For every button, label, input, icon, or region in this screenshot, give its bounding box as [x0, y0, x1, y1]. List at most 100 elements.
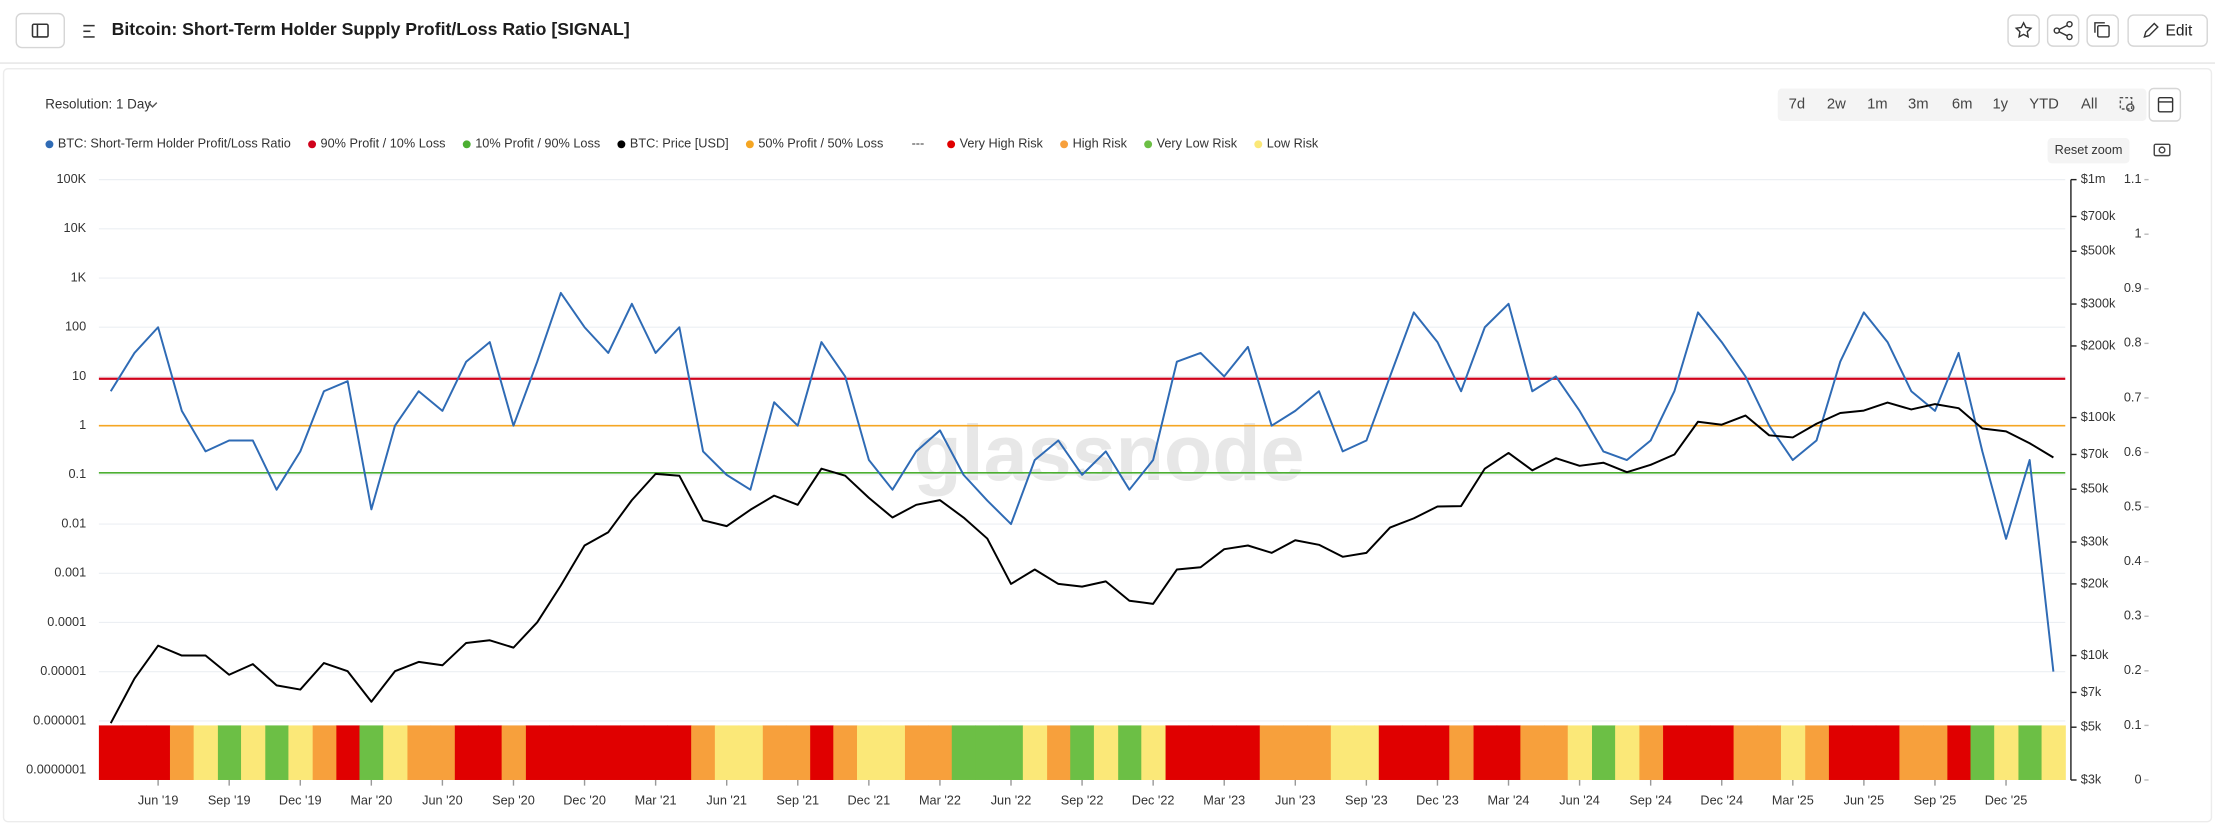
x-tick-label: Sep '22 — [1061, 793, 1104, 808]
legend-item[interactable]: 10% Profit / 90% Loss — [462, 136, 600, 151]
risk-band-column — [738, 725, 763, 780]
zoom-select-button[interactable] — [2119, 96, 2135, 112]
risk-band-column — [1709, 725, 1735, 780]
chart-card — [2, 68, 2213, 823]
risk-band-column — [714, 725, 740, 780]
y2-tick-label: $50k — [2081, 481, 2109, 496]
y2-tick-label: $30k — [2081, 533, 2109, 548]
x-tick-label: Sep '23 — [1345, 793, 1388, 808]
risk-band-column — [1354, 725, 1379, 780]
range-button[interactable]: 2w — [1827, 97, 1846, 113]
risk-band-column — [122, 725, 147, 780]
risk-band-column — [477, 725, 503, 780]
risk-band-column — [1899, 725, 1924, 780]
legend-label: Low Risk — [1267, 136, 1319, 151]
risk-band-column — [1567, 725, 1593, 780]
range-button[interactable]: YTD — [2029, 97, 2059, 113]
risk-band-column — [762, 725, 787, 780]
y3-tick-label: 0.5 — [2124, 498, 2142, 513]
watermark: glassnode — [913, 408, 1304, 497]
risk-band-column — [359, 725, 384, 780]
risk-band-column — [857, 725, 882, 780]
range-button[interactable]: 1y — [1992, 97, 2008, 113]
range-bar — [1777, 88, 2147, 121]
range-button[interactable]: 1m — [1867, 97, 1888, 113]
risk-band-column — [1259, 725, 1285, 780]
legend-swatch — [462, 140, 471, 149]
risk-band-column — [1188, 725, 1213, 780]
risk-band-column — [1780, 725, 1806, 780]
risk-band-column — [2041, 725, 2066, 780]
risk-band-column — [454, 725, 479, 780]
risk-band-column — [1994, 725, 2019, 780]
risk-band-column — [1117, 725, 1142, 780]
share-button[interactable] — [2046, 14, 2080, 47]
y-tick-label: 10K — [64, 220, 87, 235]
risk-band-column — [1164, 725, 1190, 780]
sidebar-toggle[interactable] — [15, 12, 65, 49]
y2-tick-label: $3k — [2081, 771, 2102, 786]
legend-item[interactable]: BTC: Short-Term Holder Profit/Loss Ratio — [45, 136, 291, 151]
risk-band-column — [880, 725, 905, 780]
ratio-line — [109, 291, 2055, 672]
legend-item[interactable]: BTC: Price [USD] — [617, 136, 729, 151]
risk-band-column — [1923, 725, 1948, 780]
risk-band-column — [288, 725, 313, 780]
risk-band-column — [1307, 725, 1332, 780]
risk-band-column — [1236, 725, 1261, 780]
range-button[interactable]: 7d — [1789, 97, 1806, 113]
risk-band-column — [1970, 725, 1995, 780]
risk-band-column — [1852, 725, 1877, 780]
risk-band-column — [809, 725, 834, 780]
risk-band-column — [1591, 725, 1616, 780]
legend-item[interactable]: Low Risk — [1254, 136, 1319, 151]
risk-band-column — [1544, 725, 1569, 780]
legend-swatch — [617, 140, 626, 149]
risk-band-column — [1662, 725, 1687, 780]
edit-button[interactable]: Edit — [2127, 14, 2208, 47]
reset-zoom-button[interactable]: Reset zoom — [2047, 137, 2130, 164]
reset-zoom-label: Reset zoom — [2055, 142, 2123, 157]
y3-tick-label: 0.8 — [2124, 335, 2142, 350]
risk-band-column — [620, 725, 645, 780]
x-tick-label: Mar '23 — [1203, 793, 1245, 808]
range-button[interactable]: All — [2081, 97, 2097, 113]
x-tick-label: Mar '20 — [350, 793, 392, 808]
legend-item[interactable]: Very Low Risk — [1144, 136, 1238, 151]
legend: BTC: Short-Term Holder Profit/Loss Ratio… — [45, 136, 1319, 151]
x-tick-label: Mar '22 — [919, 793, 961, 808]
legend-swatch — [1144, 140, 1153, 149]
y-tick-label: 1 — [79, 417, 86, 432]
legend-item[interactable]: High Risk — [1060, 136, 1128, 151]
legend-label: Very High Risk — [960, 136, 1044, 151]
duplicate-button[interactable] — [2086, 14, 2119, 47]
risk-band-column — [975, 725, 1000, 780]
x-tick-label: Dec '23 — [1416, 793, 1459, 808]
risk-band-column — [1212, 725, 1237, 780]
risk-band-column — [833, 725, 858, 780]
legend-item[interactable]: 50% Profit / 50% Loss — [745, 136, 883, 151]
legend-label: Very Low Risk — [1157, 136, 1238, 151]
legend-label: BTC: Price [USD] — [630, 136, 729, 151]
risk-band-column — [501, 725, 526, 780]
range-button[interactable]: 3m — [1908, 97, 1929, 113]
risk-band-column — [904, 725, 929, 780]
legend-item[interactable]: 90% Profit / 10% Loss — [308, 136, 446, 151]
y-tick-label: 100 — [65, 319, 86, 334]
screenshot-button[interactable] — [2153, 143, 2171, 157]
y2-tick-label: $500k — [2081, 243, 2116, 258]
y3-tick-label: 1.1 — [2124, 171, 2142, 186]
favorite-button[interactable] — [2007, 14, 2040, 47]
y3-tick-label: 0 — [2134, 771, 2141, 786]
y-tick-label: 1K — [71, 269, 87, 284]
risk-band-column — [999, 725, 1024, 780]
range-button[interactable]: 6m — [1952, 97, 1973, 113]
y2-tick-label: $10k — [2081, 647, 2109, 662]
legend-swatch — [308, 140, 317, 149]
resolution-select[interactable]: Resolution: 1 Day — [45, 96, 158, 111]
calendar-button[interactable] — [2148, 87, 2182, 122]
y-tick-label: 0.0001 — [47, 614, 86, 629]
risk-band-column — [1141, 725, 1166, 780]
legend-item[interactable]: Very High Risk — [947, 136, 1044, 151]
